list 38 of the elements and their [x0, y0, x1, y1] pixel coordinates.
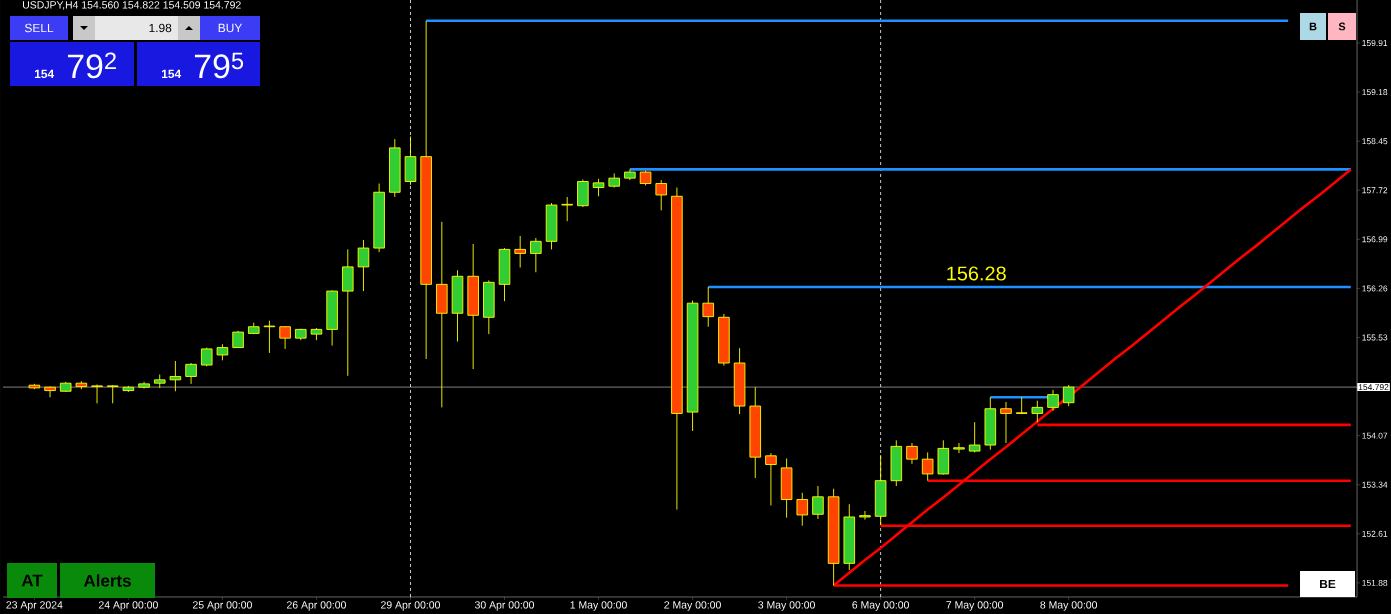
x-tick-label: 24 Apr 00:00	[98, 601, 158, 611]
y-tick-label: 151.88	[1362, 579, 1388, 586]
x-tick-label: 7 May 00:00	[946, 601, 1004, 611]
y-tick-label: 158.45	[1362, 138, 1388, 145]
chart-title: USDJPY,H4 154.560 154.822 154.509 154.792	[23, 1, 241, 10]
x-tick-label: 2 May 00:00	[664, 601, 721, 611]
y-tick-label: 155.53	[1362, 334, 1388, 341]
y-tick-label: 154.07	[1362, 432, 1388, 439]
annotation: 154	[161, 69, 182, 79]
y-tick-label: 153.34	[1362, 481, 1388, 488]
annotation: B	[1309, 22, 1317, 31]
x-tick-label: 25 Apr 00:00	[193, 601, 252, 611]
x-tick-label: 29 Apr 00:00	[381, 601, 440, 611]
annotation: BUY	[218, 23, 243, 33]
annotation: SELL	[24, 23, 54, 33]
x-tick-label: 30 Apr 00:00	[474, 601, 535, 611]
x-tick-label: 23 Apr 2024	[6, 601, 63, 611]
y-tick-label: 156.99	[1362, 236, 1388, 243]
annotation: 156.28	[947, 266, 1006, 281]
x-tick-label: 6 May 00:00	[852, 601, 909, 611]
annotation: 1.98	[149, 23, 172, 33]
y-tick-label: 159.18	[1362, 89, 1388, 96]
annotation: S	[1338, 22, 1346, 31]
y-tick-label: 157.72	[1362, 187, 1388, 194]
x-tick-label: 26 Apr 00:00	[287, 601, 346, 611]
annotation: 154	[34, 69, 55, 79]
y-tick-label: 156.26	[1362, 285, 1388, 292]
x-tick-label: 1 May 00:00	[570, 601, 627, 611]
y-tick-label: 159.91	[1362, 40, 1388, 46]
annotation: AT	[21, 574, 43, 587]
annotation: Alerts	[83, 574, 131, 587]
annotation: BE	[1320, 579, 1336, 589]
annotation: 79$^{5}$	[194, 52, 244, 79]
x-tick-label: 8 May 00:00	[1040, 601, 1098, 611]
y-tick-label: 152.61	[1362, 530, 1388, 537]
annotation: 79$^{2}$	[67, 52, 116, 79]
x-tick-label: 3 May 00:00	[758, 601, 815, 611]
ref-line-label: 154.792	[1358, 384, 1389, 391]
